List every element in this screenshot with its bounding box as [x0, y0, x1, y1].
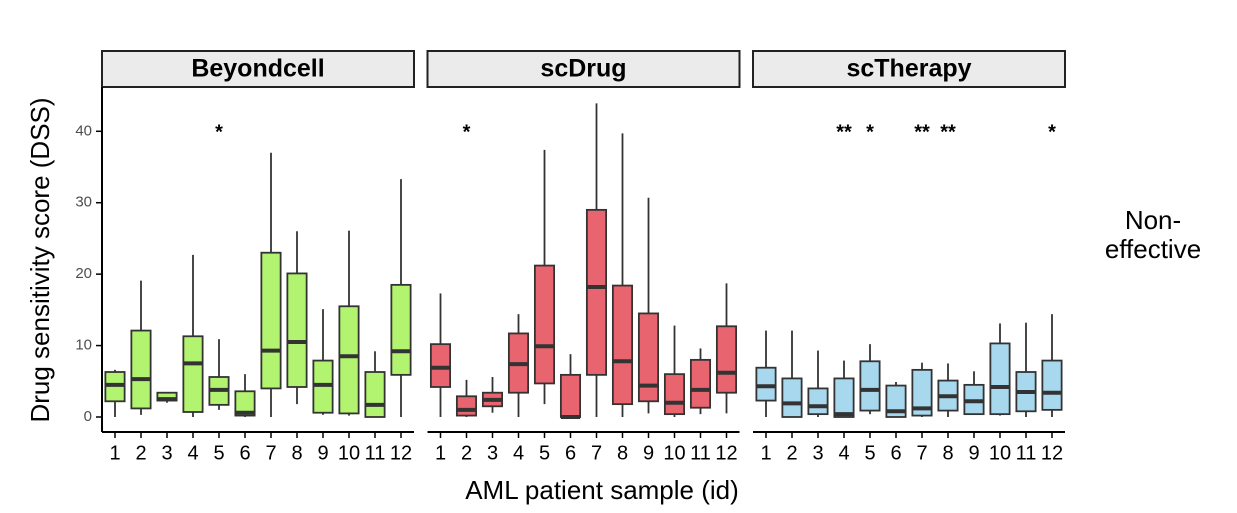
- strip: [426, 50, 741, 88]
- y-tick-label: 10: [75, 337, 92, 354]
- x-tick-label: 4: [838, 442, 849, 464]
- box: [885, 384, 907, 418]
- y-tick-label: 40: [75, 122, 92, 139]
- x-tick-label: 7: [591, 442, 602, 464]
- box: [989, 342, 1011, 416]
- box: [364, 371, 386, 418]
- x-tick-label: 1: [435, 442, 446, 464]
- x-tick-label: 8: [291, 442, 302, 464]
- x-tick-label: 4: [513, 442, 524, 464]
- x-tick-label: 6: [565, 442, 576, 464]
- box: [260, 251, 282, 390]
- x-tick-label: 2: [786, 442, 797, 464]
- x-tick-label: 12: [390, 442, 412, 464]
- x-tick-label: 8: [942, 442, 953, 464]
- x-tick-label: 5: [213, 442, 224, 464]
- box: [911, 368, 933, 417]
- x-tick-label: 4: [187, 442, 198, 464]
- box: [807, 387, 829, 416]
- strip: [101, 50, 415, 88]
- box: [859, 360, 881, 412]
- y-tick-label: 0: [84, 408, 92, 425]
- box: [755, 366, 777, 402]
- x-tick-label: 8: [617, 442, 628, 464]
- strip: [752, 50, 1066, 88]
- x-tick-label: 12: [1041, 442, 1063, 464]
- significance-label: *: [463, 122, 471, 144]
- x-tick-label: 9: [317, 442, 328, 464]
- side-label: Non-: [1125, 205, 1181, 235]
- box: [559, 373, 582, 418]
- significance-label: *: [866, 122, 874, 144]
- box: [455, 395, 478, 417]
- x-tick-label: 2: [135, 442, 146, 464]
- x-tick-label: 10: [663, 442, 685, 464]
- x-tick-label: 7: [916, 442, 927, 464]
- x-tick-label: 1: [760, 442, 771, 464]
- box: [663, 373, 686, 416]
- x-tick-label: 3: [487, 442, 498, 464]
- box: [585, 208, 608, 376]
- x-tick-label: 11: [365, 442, 386, 464]
- x-tick-label: 6: [239, 442, 250, 464]
- panel-title: scDrug: [540, 55, 626, 83]
- x-tick-label: 5: [864, 442, 875, 464]
- x-tick-label: 2: [461, 442, 472, 464]
- y-axis-label: Drug sensitivity score (DSS): [25, 97, 55, 422]
- y-tick-label: 30: [75, 194, 92, 211]
- side-label: effective: [1105, 234, 1201, 264]
- significance-label: *: [215, 122, 223, 144]
- panel-title: scTherapy: [846, 55, 971, 83]
- box: [429, 343, 452, 388]
- x-tick-label: 1: [109, 442, 120, 464]
- box: [689, 358, 712, 409]
- box: [182, 335, 204, 413]
- x-tick-label: 3: [161, 442, 172, 464]
- significance-label: **: [940, 122, 956, 144]
- box: [781, 377, 803, 418]
- x-tick-label: 12: [715, 442, 737, 464]
- box: [286, 272, 308, 388]
- x-tick-label: 10: [338, 442, 360, 464]
- y-tick-label: 20: [75, 265, 92, 282]
- x-axis-label: AML patient sample (id): [465, 475, 739, 505]
- significance-label: *: [1048, 122, 1056, 144]
- x-tick-label: 3: [812, 442, 823, 464]
- x-tick-label: 5: [539, 442, 550, 464]
- box: [390, 283, 412, 376]
- x-tick-label: 7: [265, 442, 276, 464]
- significance-label: **: [914, 122, 930, 144]
- box: [1041, 359, 1063, 411]
- significance-label: **: [836, 122, 852, 144]
- box: [833, 377, 855, 418]
- box: [611, 284, 634, 406]
- x-tick-label: 10: [989, 442, 1011, 464]
- box: [338, 305, 360, 415]
- x-tick-label: 11: [1016, 442, 1037, 464]
- x-tick-label: 11: [690, 442, 711, 464]
- box: [715, 325, 738, 394]
- x-tick-label: 9: [643, 442, 654, 464]
- box: [533, 264, 556, 385]
- box: [637, 312, 660, 403]
- box: [234, 390, 256, 417]
- panel-title: Beyondcell: [191, 55, 324, 83]
- box: [130, 329, 152, 410]
- x-tick-label: 6: [890, 442, 901, 464]
- x-tick-label: 9: [968, 442, 979, 464]
